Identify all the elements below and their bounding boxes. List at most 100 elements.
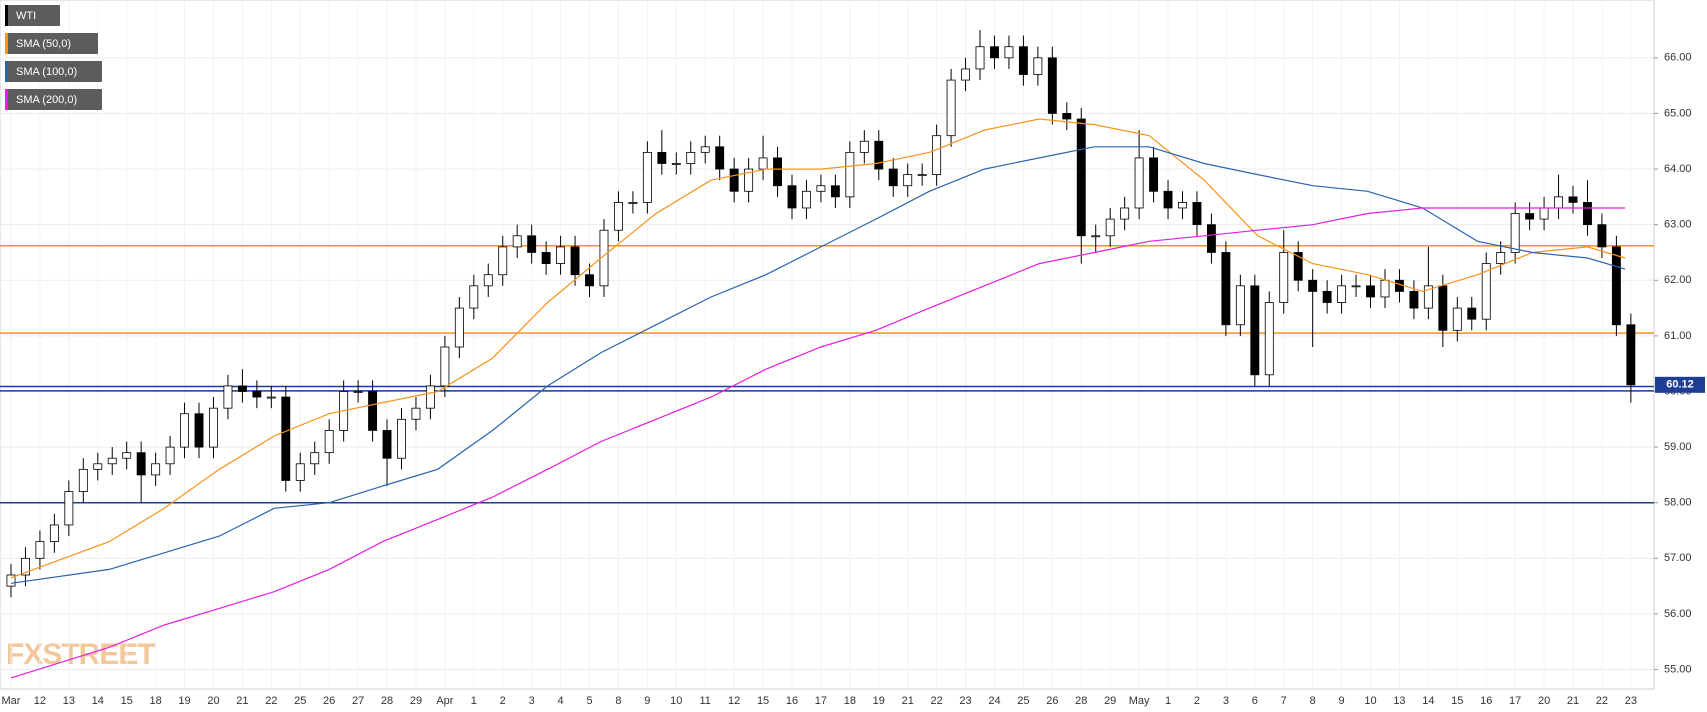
candle-body xyxy=(1163,190,1173,209)
candle-body xyxy=(194,413,204,448)
x-tick-label: 2 xyxy=(1194,695,1200,707)
candle-body xyxy=(237,385,247,392)
candle-body xyxy=(209,407,218,448)
x-tick-label: 18 xyxy=(844,695,856,707)
candle-body xyxy=(975,46,985,70)
legend-box xyxy=(5,5,60,26)
candle-body xyxy=(397,418,406,459)
x-tick-label: 9 xyxy=(644,695,650,707)
x-tick-label: 7 xyxy=(1281,695,1287,707)
sma-line xyxy=(10,146,1626,584)
x-tick-label: 20 xyxy=(207,695,219,707)
candle-body xyxy=(1149,157,1159,192)
candle-body xyxy=(946,79,956,137)
candle-body xyxy=(266,396,276,399)
x-tick-label: 14 xyxy=(92,695,104,707)
candle-body xyxy=(107,457,117,465)
candle-body xyxy=(1337,285,1347,303)
legend-label: SMA (50,0) xyxy=(16,38,71,50)
candle-body xyxy=(512,235,522,248)
candle-body xyxy=(122,452,132,459)
x-tick-label: 16 xyxy=(786,695,798,707)
y-tick-label: 61.00 xyxy=(1664,330,1692,342)
x-tick-label: 1 xyxy=(1165,695,1171,707)
candle-body xyxy=(35,541,45,559)
candle-body xyxy=(642,151,652,203)
x-tick-label: 26 xyxy=(1046,695,1058,707)
x-tick-label: 4 xyxy=(558,695,564,707)
y-tick-label: 56.00 xyxy=(1664,608,1692,620)
candle-body xyxy=(180,413,189,448)
candle-body xyxy=(1539,207,1549,220)
x-tick-label: 10 xyxy=(670,695,682,707)
candle-body xyxy=(1452,307,1462,331)
candle-body xyxy=(1221,252,1231,326)
candle-body xyxy=(830,185,840,198)
candle-body xyxy=(932,135,942,176)
legend-swatch xyxy=(5,33,8,54)
candle-body xyxy=(281,396,291,481)
x-tick-label: 25 xyxy=(1017,695,1029,707)
candle-body xyxy=(1178,202,1187,209)
candle-body xyxy=(1510,213,1520,253)
candle-body xyxy=(1351,285,1361,288)
x-tick-label: 14 xyxy=(1422,695,1434,707)
x-tick-label: 21 xyxy=(902,695,914,707)
candle-body xyxy=(310,452,320,465)
candle-body xyxy=(1279,252,1289,303)
x-tick-label: 15 xyxy=(757,695,769,707)
candle-body xyxy=(1018,46,1028,75)
candle-body xyxy=(1481,263,1491,320)
legend-label: SMA (200,0) xyxy=(16,94,77,106)
x-tick-label: 19 xyxy=(873,695,885,707)
x-tick-label: 22 xyxy=(931,695,943,707)
candle-body xyxy=(744,168,754,192)
candle-body xyxy=(888,168,898,187)
x-tick-label: 12 xyxy=(728,695,740,707)
candle-body xyxy=(758,157,768,170)
x-tick-label: 22 xyxy=(1596,695,1608,707)
x-tick-label: 28 xyxy=(381,695,393,707)
watermark: FXSTREET xyxy=(6,638,155,671)
sma-line xyxy=(10,118,1626,579)
candle-body xyxy=(874,140,884,170)
sma-line xyxy=(10,207,1626,679)
candle-body xyxy=(295,463,305,481)
x-tick-label: 20 xyxy=(1538,695,1550,707)
x-tick-label: 2 xyxy=(500,695,506,707)
candle-body xyxy=(671,163,681,165)
candle-body xyxy=(1120,207,1130,220)
candle-body xyxy=(787,185,797,209)
y-tick-label: 59.00 xyxy=(1664,441,1692,453)
candle-body xyxy=(469,285,479,309)
candle-body xyxy=(223,385,233,409)
candle-body xyxy=(353,391,363,393)
x-tick-label: 17 xyxy=(815,695,827,707)
candle-body xyxy=(78,468,88,492)
candle-body xyxy=(425,385,435,409)
candle-body xyxy=(845,151,855,198)
x-tick-label: 17 xyxy=(1509,695,1521,707)
candle-body xyxy=(1235,285,1245,326)
candle-body xyxy=(657,151,667,164)
candle-body xyxy=(1250,285,1260,376)
candle-body xyxy=(1366,285,1375,298)
legend-box xyxy=(5,33,98,54)
candle-body xyxy=(1047,57,1057,114)
candle-body xyxy=(859,140,869,153)
candle-body xyxy=(93,463,103,470)
candle-body xyxy=(252,391,262,398)
x-tick-label: 10 xyxy=(1364,695,1376,707)
x-tick-label: 27 xyxy=(352,695,364,707)
candle-body xyxy=(1423,285,1433,309)
x-tick-label: 6 xyxy=(1252,695,1258,707)
x-tick-label: 29 xyxy=(1104,695,1116,707)
x-tick-label: 15 xyxy=(1451,695,1463,707)
candle-body xyxy=(903,174,913,187)
candle-body xyxy=(1091,235,1101,238)
x-tick-label: Apr xyxy=(436,695,453,707)
candle-body xyxy=(49,524,59,543)
x-tick-label: 26 xyxy=(323,695,335,707)
legend-box xyxy=(5,89,102,110)
